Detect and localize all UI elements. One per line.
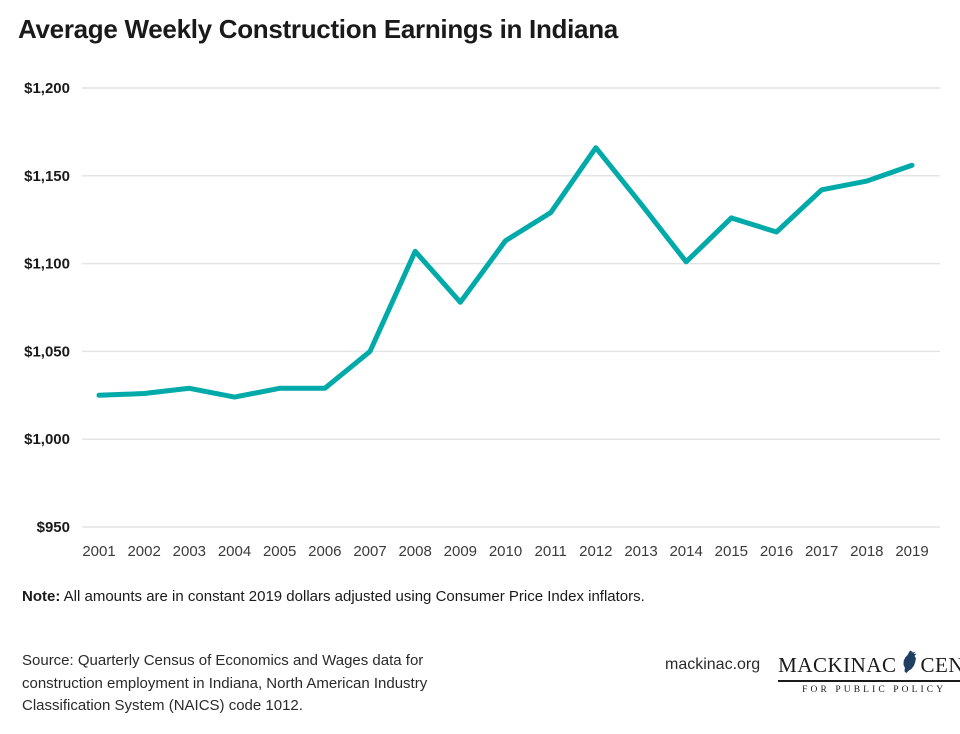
chart-plot-area: $950 $1,000 $1,050 $1,100 $1,150 $1,200 2001 2…: [0, 60, 960, 560]
note-label: Note:: [22, 588, 61, 605]
y-axis-tick-label: $1,050: [24, 343, 70, 360]
x-axis-tick-label: 2013: [624, 543, 657, 560]
x-axis-tick-label: 2009: [444, 543, 477, 560]
line-chart-svg: $950$1,000$1,050$1,100$1,150$1,200 2001 2…: [24, 80, 940, 560]
chart-note: Note: All amounts are in constant 2019 d…: [22, 588, 645, 605]
x-axis-tick-label: 2010: [489, 543, 522, 560]
x-axis-tick-label: 2011: [535, 543, 567, 560]
x-axis-tick-label: 2007: [353, 543, 386, 560]
note-text: All amounts are in constant 2019 dollars…: [60, 588, 645, 605]
x-axis-tick-label: 2014: [669, 543, 702, 560]
x-axis-tick-label: 2012: [579, 543, 612, 560]
logo-tagline: FOR PUBLIC POLICY: [802, 685, 947, 695]
y-axis-tick-label: $950: [37, 519, 70, 536]
x-axis-tick-label: 2008: [398, 543, 431, 560]
footer-branding: mackinac.org MACKINAC CENTER FOR PUBLIC …: [665, 648, 960, 695]
x-axis-tick-label: 2006: [308, 543, 341, 560]
x-axis-tick-label: 2001: [82, 543, 115, 560]
x-axis-tick-label: 2005: [263, 543, 296, 560]
x-axis-tick-label: 2018: [850, 543, 883, 560]
y-axis-tick-label: $1,200: [24, 80, 70, 97]
x-axis-tick-label: 2015: [715, 543, 748, 560]
site-url-label[interactable]: mackinac.org: [665, 656, 761, 673]
gridlines-group: [82, 87, 940, 528]
y-axis-tick-label: $1,100: [24, 256, 70, 273]
series-line-path: [96, 145, 915, 400]
logo-wordmark: MACKINAC CENTER: [778, 648, 960, 682]
x-axis-tick-label: 2003: [173, 543, 206, 560]
mackinac-center-logo: MACKINAC CENTER FOR PUBLIC POLICY: [778, 648, 960, 695]
x-axis-tick-label: 2016: [760, 543, 793, 560]
y-axis-labels-group: $950 $1,000 $1,050 $1,100 $1,150 $1,200: [24, 80, 70, 536]
logo-word-mackinac: MACKINAC: [778, 653, 897, 677]
x-axis-tick-label: 2002: [127, 543, 160, 560]
y-axis-tick-label: $1,000: [24, 431, 70, 448]
x-axis-tick-label: 2017: [805, 543, 838, 560]
x-axis-tick-label: 2004: [218, 543, 251, 560]
x-axis-labels-group: 2001 2002 2003 2004 2005 2006 2007 2008 2009 2010…: [82, 543, 928, 560]
x-axis-tick-label: 2019: [895, 543, 928, 560]
chart-source: Source: Quarterly Census of Economics an…: [22, 652, 428, 714]
michigan-mitten-icon: [898, 650, 920, 680]
page-title: Average Weekly Construction Earnings in …: [18, 14, 618, 44]
y-axis-tick-label: $1,150: [24, 168, 70, 185]
logo-word-center: CENTER: [920, 653, 960, 677]
